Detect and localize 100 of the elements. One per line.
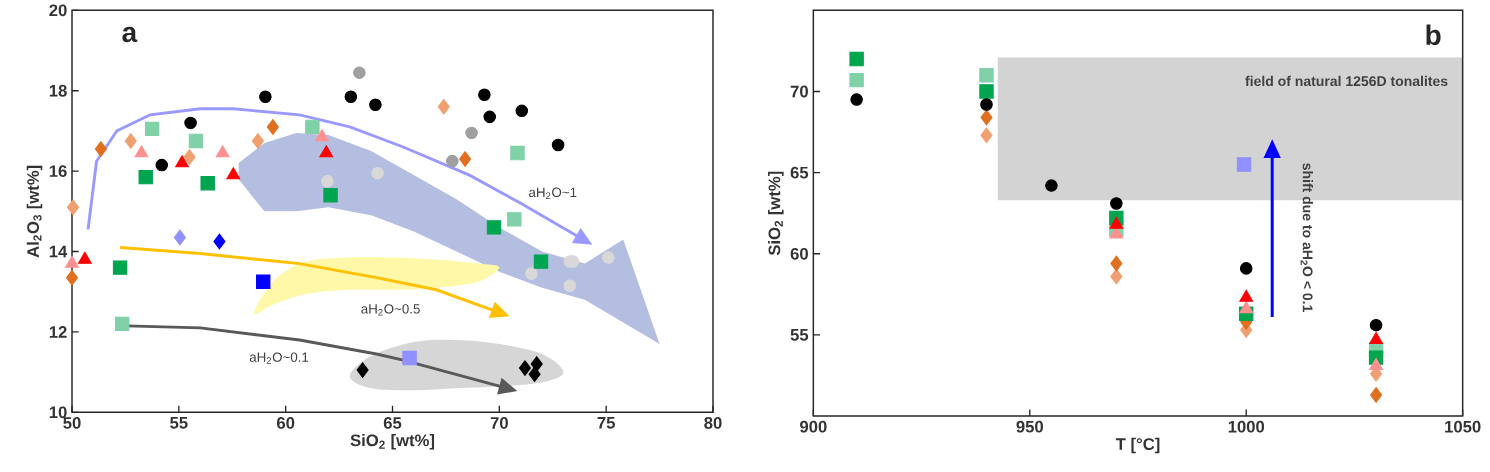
x-tick-label: 1000 xyxy=(1228,420,1265,433)
y-tick-label: 18 xyxy=(49,84,67,97)
point xyxy=(115,316,130,331)
point xyxy=(979,84,994,99)
point xyxy=(266,118,279,135)
point xyxy=(183,149,196,165)
point xyxy=(1239,261,1253,275)
x-tick-label: 1050 xyxy=(1445,420,1481,433)
annotation: aH$_{2}$O~1 xyxy=(529,187,577,199)
point xyxy=(551,138,565,152)
point xyxy=(980,98,993,111)
point xyxy=(1236,157,1252,172)
point xyxy=(184,116,197,130)
point xyxy=(1110,255,1123,272)
y-tick-label: 70 xyxy=(790,85,808,98)
point xyxy=(507,212,522,227)
point xyxy=(305,119,320,134)
point xyxy=(1045,179,1058,192)
y-tick-label: 65 xyxy=(790,166,809,179)
x-tick-label: 50 xyxy=(63,416,81,429)
point xyxy=(1109,216,1124,229)
point xyxy=(849,51,864,67)
x-tick-label: 80 xyxy=(704,416,722,429)
point xyxy=(344,90,358,103)
point xyxy=(323,187,338,203)
point xyxy=(319,145,334,158)
point xyxy=(515,104,529,117)
annotation: aH$_{2}$O~0.5 xyxy=(361,304,420,316)
point xyxy=(77,251,92,264)
point xyxy=(65,269,79,286)
point xyxy=(1110,268,1123,285)
y-axis-title: SiO$_{2}$ [wt%] xyxy=(768,171,784,256)
x-tick-label: 70 xyxy=(490,416,508,429)
point xyxy=(259,90,272,103)
point xyxy=(251,132,264,149)
point xyxy=(1239,289,1254,302)
point xyxy=(144,121,160,136)
annotation: field of natural 1256D tonalites xyxy=(1245,75,1448,86)
point xyxy=(533,254,549,269)
point xyxy=(486,220,502,235)
annotation: aH$_{2}$O~0.1 xyxy=(249,352,309,364)
point xyxy=(1239,300,1254,313)
point xyxy=(1369,318,1383,332)
point xyxy=(849,72,864,88)
y-tick-label: 60 xyxy=(790,247,808,260)
point xyxy=(112,260,128,275)
point xyxy=(155,158,169,172)
x-tick-label: 75 xyxy=(597,416,615,429)
point xyxy=(1370,386,1383,403)
point xyxy=(321,174,334,188)
point xyxy=(315,128,329,142)
point xyxy=(528,366,541,382)
annotation: shift due to aH$_{2}$O < 0.1 xyxy=(1300,163,1313,312)
y-tick-label: 20 xyxy=(49,4,67,17)
point xyxy=(563,279,577,292)
y-tick-label: 16 xyxy=(49,165,67,177)
x-tick-label: 55 xyxy=(170,416,188,429)
point xyxy=(980,127,993,144)
point xyxy=(510,145,525,161)
point xyxy=(371,166,384,180)
chart-title: a xyxy=(122,26,138,43)
point xyxy=(94,140,107,157)
point xyxy=(175,155,189,168)
point xyxy=(1369,331,1383,344)
x-axis-title: SiO$_{2}$ [wt%] xyxy=(350,433,435,450)
point xyxy=(483,110,496,123)
point xyxy=(850,93,863,106)
point xyxy=(1369,357,1383,370)
point xyxy=(173,229,186,246)
y-tick-label: 12 xyxy=(49,325,67,338)
point xyxy=(188,133,204,149)
x-tick-label: 900 xyxy=(800,420,827,433)
point xyxy=(602,251,615,264)
point xyxy=(213,233,226,250)
point xyxy=(256,274,271,289)
x-tick-label: 65 xyxy=(383,416,402,429)
point xyxy=(979,67,994,83)
chart-title: b xyxy=(1426,24,1441,45)
point xyxy=(134,145,149,158)
y-tick-label: 55 xyxy=(790,328,809,341)
point xyxy=(226,167,241,180)
point xyxy=(465,126,478,140)
point xyxy=(530,356,543,372)
point xyxy=(525,267,538,280)
point xyxy=(459,151,472,167)
x-tick-label: 60 xyxy=(277,416,295,429)
point xyxy=(1109,226,1124,239)
y-tick-label: 10 xyxy=(49,406,67,419)
point xyxy=(980,109,993,126)
point xyxy=(402,350,417,366)
point xyxy=(478,88,491,101)
point xyxy=(356,362,369,378)
point xyxy=(437,98,450,115)
point xyxy=(446,154,459,168)
point xyxy=(215,145,230,158)
y-axis-title: Al$_{2}$O$_{3}$ [wt%] xyxy=(26,165,43,258)
point xyxy=(1110,197,1123,210)
point xyxy=(369,98,382,111)
point xyxy=(200,175,215,191)
x-tick-label: 950 xyxy=(1016,420,1043,433)
